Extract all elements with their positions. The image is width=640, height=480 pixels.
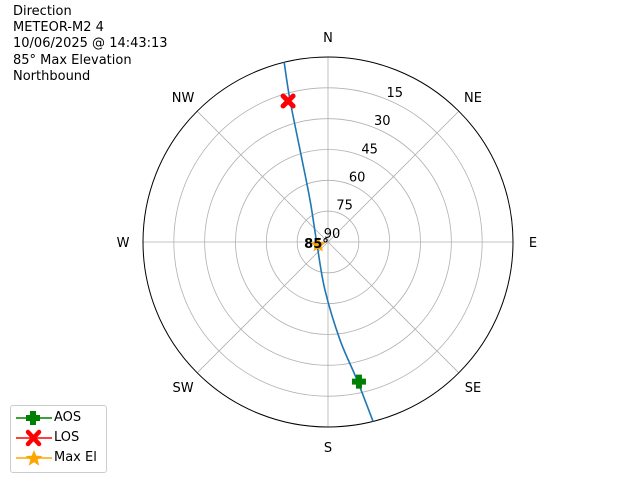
x-icon — [16, 429, 52, 447]
title-line: Direction — [13, 4, 72, 19]
grid-spoke — [327, 241, 460, 374]
angular-label-sw: SW — [172, 381, 193, 396]
angular-label-nw: NW — [172, 91, 195, 106]
grid-spoke — [196, 110, 329, 243]
angular-label-s: S — [324, 441, 332, 456]
max-el-marker — [310, 237, 326, 252]
radial-tick-label: 15 — [386, 86, 403, 101]
los-marker — [280, 93, 296, 109]
max-el-label: 85° — [304, 237, 329, 252]
radial-tick-label: 75 — [336, 199, 353, 214]
angular-label-se: SE — [465, 381, 481, 396]
star-icon — [16, 450, 52, 466]
radial-tick-label: 45 — [361, 142, 378, 157]
radial-tick-label: 30 — [374, 114, 391, 129]
grid-spoke — [196, 241, 329, 374]
radial-tick-label: 90 — [324, 227, 341, 242]
outer-circle — [142, 56, 514, 428]
title-line: 85° Max Elevation — [13, 52, 132, 68]
angular-label-w: W — [117, 236, 130, 251]
plus-icon — [16, 411, 52, 425]
aos-marker — [351, 374, 366, 389]
legend-item-los: LOS — [11, 428, 106, 448]
legend-item-aos: AOS — [11, 408, 106, 428]
angular-label-e: E — [529, 236, 537, 251]
angular-label-ne: NE — [464, 91, 482, 106]
title-line: 10/06/2025 @ 14:43:13 — [13, 36, 168, 52]
title-line: Northbound — [13, 68, 91, 84]
chart-title: Direction METEOR-M2 4 10/06/2025 @ 14:43… — [13, 4, 168, 85]
legend-item-max-el: Max El — [11, 448, 106, 468]
radial-tick-label: 60 — [349, 171, 366, 186]
angular-label-n: N — [323, 31, 333, 46]
title-line: METEOR-M2 4 — [13, 20, 104, 36]
grid-spoke — [327, 110, 460, 243]
legend: AOS LOS Max El — [10, 405, 107, 473]
